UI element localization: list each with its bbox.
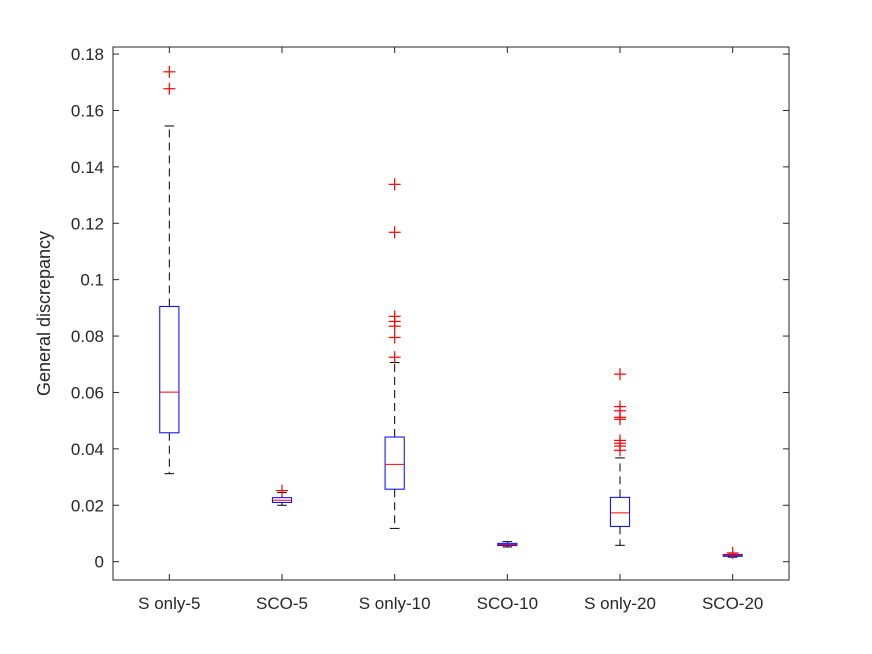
box-group [609,368,631,546]
y-tick-label: 0.04 [71,440,104,459]
box-group [159,65,180,475]
y-tick-label: 0.12 [71,214,104,233]
outlier-marker [276,484,288,497]
outlier-marker [163,82,176,95]
outlier-marker [614,400,626,413]
x-tick-label: SCO-5 [256,594,308,613]
x-tick-label: S only-5 [138,594,200,613]
y-tick-label: 0 [95,553,104,572]
iqr-box [609,496,631,527]
x-tick-label: SCO-10 [477,594,538,613]
outlier-marker [388,310,401,323]
plot-area [159,65,743,559]
axes-frame [112,46,790,581]
outlier-marker [388,351,401,364]
y-tick-label: 0.1 [80,271,104,290]
y-tick-label: 0.08 [71,327,104,346]
x-tick-label: S only-10 [359,594,431,613]
iqr-box [384,436,405,490]
iqr-box [159,305,180,434]
outlier-marker [614,434,626,447]
box-group [271,484,293,506]
box-group [722,546,743,559]
outlier-marker [388,331,401,344]
outlier-marker [163,65,176,78]
x-tick-label: SCO-20 [702,594,763,613]
outlier-marker [614,368,626,381]
outlier-marker [388,226,401,239]
y-tick-label: 0.18 [71,45,104,64]
y-tick-label: 0.16 [71,101,104,120]
box-group [497,541,518,548]
outlier-marker [388,178,401,191]
box-group [384,178,405,529]
y-tick-label: 0.02 [71,496,104,515]
x-tick-label: S only-20 [584,594,656,613]
y-tick-label: 0.14 [71,158,104,177]
y-axis-label: General discrepancy [34,231,54,396]
axis-ticks: 0 0.02 0.04 0.06 0.08 0.1 0.12 0.14 0.16 0.18 S on… [71,45,789,613]
outlier-marker [726,546,739,559]
y-tick-label: 0.06 [71,383,104,402]
